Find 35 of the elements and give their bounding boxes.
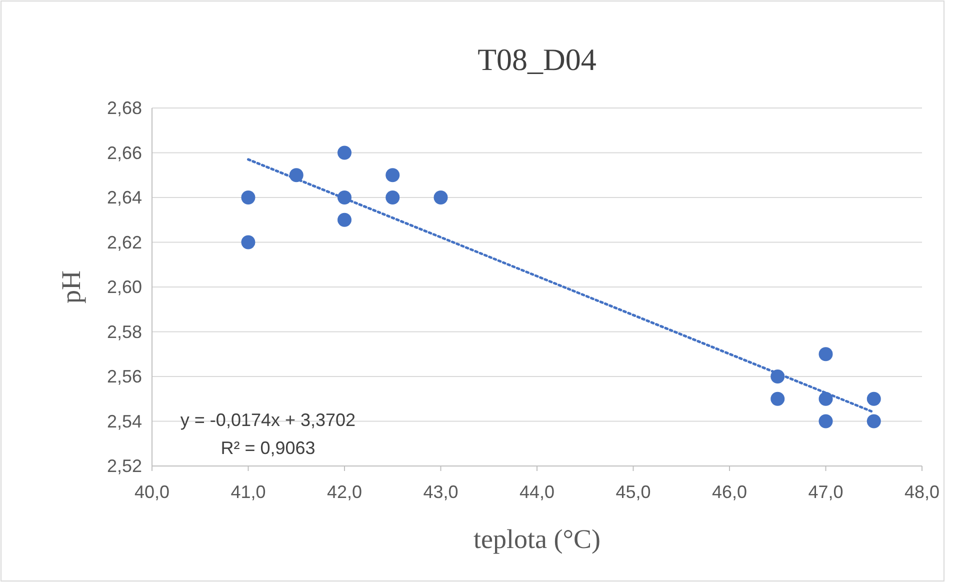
point (241, 235, 256, 250)
point (770, 392, 785, 406)
x-axis-title: teplota (°C) (473, 524, 601, 554)
x-tick-label: 40,0 (134, 482, 170, 502)
point (434, 190, 448, 204)
y-axis-title: pH (56, 270, 86, 304)
point (241, 190, 256, 204)
x-tick-label: 46,0 (712, 482, 748, 502)
point (866, 414, 881, 428)
point (338, 212, 352, 227)
y-tick-label: 2,56 (106, 366, 142, 386)
y-tick-label: 2,54 (106, 411, 142, 432)
x-tick-label: 42,0 (326, 482, 362, 502)
x-tick-label: 44,0 (519, 482, 555, 502)
y-tick-label: 2,62 (106, 232, 142, 252)
y-tick-label: 2,68 (106, 98, 142, 118)
point (386, 190, 400, 204)
point (818, 414, 833, 428)
point (386, 168, 400, 182)
x-tick-label: 45,0 (616, 482, 651, 502)
x-tick-label: 41,0 (230, 482, 266, 502)
x-tick-label: 43,0 (423, 482, 458, 502)
chart-title: T08_D04 (478, 42, 597, 77)
x-tick-label: 47,0 (808, 482, 844, 502)
annotation: y = -0,0174x + 3,3702 (180, 410, 356, 430)
y-tick-label: 2,52 (106, 456, 142, 476)
y-tick-label: 2,58 (106, 322, 142, 342)
y-tick-label: 2,66 (106, 142, 142, 163)
point (866, 392, 881, 406)
point (338, 146, 352, 160)
y-tick-label: 2,64 (106, 188, 142, 208)
annotation: R² = 0,9063 (220, 438, 316, 458)
y-tick-label: 2,60 (106, 277, 142, 297)
point (818, 347, 833, 362)
x-tick-label: 48,0 (904, 482, 940, 502)
